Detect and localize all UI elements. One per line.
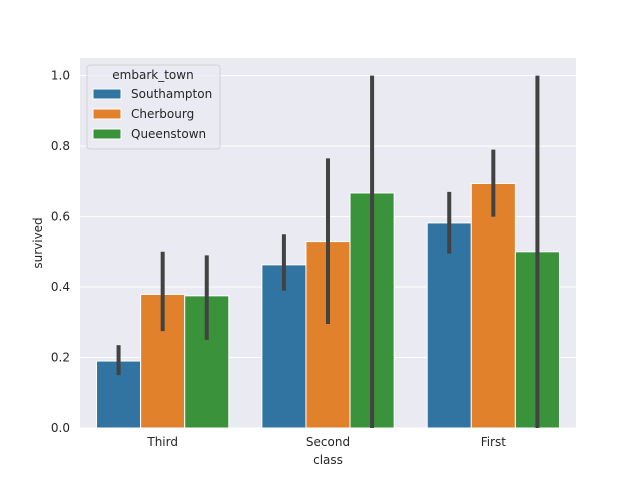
y-axis-label: survived [31, 217, 45, 268]
y-tick-label: 0.2 [51, 351, 70, 365]
bar-southampton-second [261, 264, 307, 429]
error-bars-group [116, 75, 540, 428]
y-axis-ticks: 0.0 0.2 0.4 0.6 0.8 1.0 [51, 69, 70, 435]
y-tick-label: 0.0 [51, 421, 70, 435]
bar-southampton-first [426, 222, 472, 429]
x-axis-ticks: Third Second First [146, 435, 506, 449]
y-tick-label: 0.6 [51, 210, 70, 224]
bar-cherbourg-first [470, 182, 516, 429]
legend-label-cherbourg: Cherbourg [131, 107, 194, 121]
legend-items: Southampton Cherbourg Queenstown [92, 87, 212, 141]
x-tick-label: First [481, 435, 507, 449]
y-tick-label: 1.0 [51, 69, 70, 83]
x-tick-label: Second [306, 435, 350, 449]
legend-label-southampton: Southampton [131, 87, 212, 101]
y-tick-label: 0.8 [51, 139, 70, 153]
legend-swatch-southampton [92, 88, 122, 100]
legend: embark_town Southampton Cherbourg Queensto… [86, 64, 221, 150]
y-tick-label: 0.4 [51, 280, 70, 294]
legend-swatch-cherbourg [92, 108, 122, 120]
legend-label-queenstown: Queenstown [131, 127, 206, 141]
legend-box [86, 64, 221, 150]
legend-swatch-queenstown [92, 128, 122, 140]
x-axis-label: class [313, 453, 343, 467]
x-tick-label: Third [146, 435, 178, 449]
legend-title: embark_town [112, 68, 193, 82]
